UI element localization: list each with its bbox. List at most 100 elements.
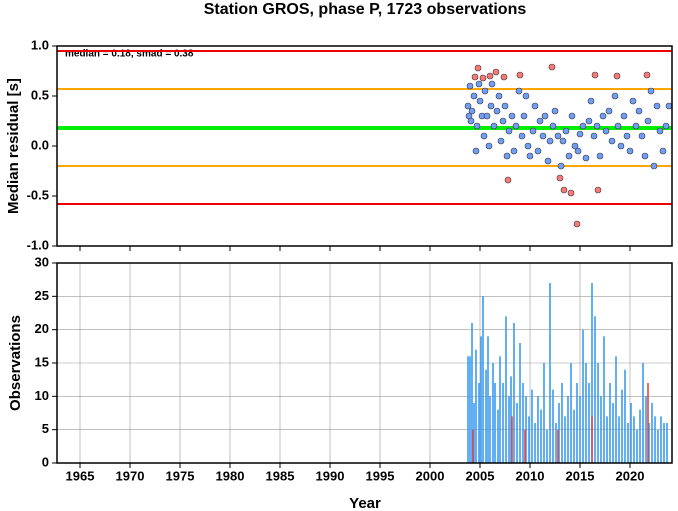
- x-tick-label: 2005: [466, 468, 495, 483]
- point: [647, 87, 655, 95]
- point: [503, 152, 511, 160]
- point: [495, 92, 503, 100]
- point: [557, 162, 565, 170]
- point: [518, 132, 526, 140]
- point: [534, 147, 542, 155]
- point: [490, 122, 498, 130]
- y-tick-label: 0: [42, 454, 49, 469]
- bar: [549, 283, 551, 463]
- x-tick-label: 1970: [116, 468, 145, 483]
- point: [472, 147, 480, 155]
- bar: [561, 383, 563, 463]
- point: [474, 64, 482, 72]
- point: [562, 127, 570, 135]
- bar: [615, 356, 617, 463]
- point: [529, 127, 537, 135]
- bar: [645, 396, 647, 463]
- point: [573, 220, 581, 228]
- x-tick-label: 1995: [366, 468, 395, 483]
- bar: [624, 369, 626, 463]
- bar: [467, 356, 469, 463]
- point: [522, 92, 530, 100]
- bar: [494, 383, 496, 463]
- point: [549, 122, 557, 130]
- point: [551, 107, 559, 115]
- bar: [630, 403, 632, 463]
- point: [587, 97, 595, 105]
- bar: [557, 429, 559, 463]
- plot-frame: [56, 45, 673, 247]
- bar: [660, 416, 662, 463]
- bar: [528, 416, 530, 463]
- y-tick-label: 30: [35, 254, 49, 269]
- point: [632, 122, 640, 130]
- bar: [657, 429, 659, 463]
- bar: [573, 409, 575, 463]
- bar: [534, 423, 536, 463]
- annotation: median = 0.18, smad = 0.38: [65, 49, 194, 60]
- bar: [654, 416, 656, 463]
- y-tick-label: 0.0: [31, 137, 49, 152]
- point: [554, 132, 562, 140]
- bar: [621, 389, 623, 463]
- x-tick-label: 1985: [266, 468, 295, 483]
- point: [665, 102, 673, 110]
- point: [515, 87, 523, 95]
- point: [492, 68, 500, 76]
- point: [473, 122, 481, 130]
- point: [539, 132, 547, 140]
- plot-frame: [56, 262, 673, 464]
- point: [479, 74, 487, 82]
- point: [485, 142, 493, 150]
- point: [585, 117, 593, 125]
- bar: [482, 296, 484, 463]
- bar: [591, 283, 593, 463]
- y-tick-label: 5: [42, 421, 49, 436]
- bar: [666, 423, 668, 463]
- point: [544, 157, 552, 165]
- point: [605, 107, 613, 115]
- y-axis-label: Median residual [s]: [5, 78, 22, 214]
- bar: [511, 416, 513, 463]
- x-axis-label: Year: [349, 495, 381, 511]
- point: [548, 63, 556, 71]
- point: [464, 102, 472, 110]
- bar: [636, 429, 638, 463]
- point: [504, 176, 512, 184]
- bar: [555, 423, 557, 463]
- bar: [475, 349, 477, 463]
- y-tick-label: 20: [35, 321, 49, 336]
- bar: [540, 409, 542, 463]
- x-tick-label: 2015: [566, 468, 595, 483]
- point: [559, 137, 567, 145]
- point: [556, 174, 564, 182]
- x-tick-label: 2000: [416, 468, 445, 483]
- bar: [603, 336, 605, 463]
- point: [596, 152, 604, 160]
- point: [505, 127, 513, 135]
- point: [541, 112, 549, 120]
- bar: [567, 396, 569, 463]
- bar: [627, 423, 629, 463]
- x-tick-label: 1965: [66, 468, 95, 483]
- bar: [469, 356, 471, 463]
- y-tick-label: -1.0: [27, 237, 49, 252]
- bar: [524, 429, 526, 463]
- x-tick-label: 1980: [216, 468, 245, 483]
- point: [536, 117, 544, 125]
- point: [468, 107, 476, 115]
- point: [470, 92, 478, 100]
- point: [476, 97, 484, 105]
- bar: [478, 383, 480, 463]
- bar: [489, 396, 491, 463]
- y-tick-label: 0.5: [31, 87, 49, 102]
- point: [650, 162, 658, 170]
- bar: [510, 376, 512, 463]
- bar: [522, 383, 524, 463]
- bar: [594, 316, 596, 463]
- point: [608, 137, 616, 145]
- bar: [480, 336, 482, 463]
- point: [629, 97, 637, 105]
- point: [641, 152, 649, 160]
- bar: [487, 336, 489, 463]
